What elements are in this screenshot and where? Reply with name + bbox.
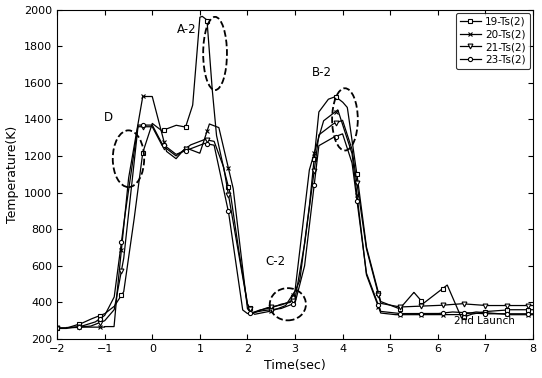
23-Ts(2) bbox=[257, 309, 263, 313]
23-Ts(2) bbox=[135, 123, 141, 127]
23-Ts(2) bbox=[469, 311, 476, 315]
19-Ts(2) bbox=[236, 254, 243, 259]
21-Ts(2) bbox=[530, 303, 536, 308]
Line: 21-Ts(2): 21-Ts(2) bbox=[55, 118, 535, 331]
23-Ts(2) bbox=[54, 326, 60, 331]
Text: D: D bbox=[104, 111, 113, 124]
Text: 2nd Launch: 2nd Launch bbox=[454, 316, 515, 326]
21-Ts(2) bbox=[257, 308, 263, 313]
19-Ts(2) bbox=[530, 307, 536, 312]
19-Ts(2) bbox=[257, 308, 263, 312]
21-Ts(2) bbox=[108, 311, 114, 315]
20-Ts(2) bbox=[54, 326, 60, 330]
Text: B-2: B-2 bbox=[312, 67, 332, 79]
20-Ts(2) bbox=[520, 312, 527, 317]
21-Ts(2) bbox=[469, 302, 476, 307]
21-Ts(2) bbox=[236, 257, 243, 261]
21-Ts(2) bbox=[520, 303, 527, 308]
23-Ts(2) bbox=[530, 311, 536, 316]
20-Ts(2) bbox=[257, 311, 263, 316]
Text: A-2: A-2 bbox=[177, 23, 197, 36]
Text: C-2: C-2 bbox=[265, 255, 285, 268]
20-Ts(2) bbox=[137, 112, 143, 117]
23-Ts(2) bbox=[236, 287, 243, 292]
Line: 19-Ts(2): 19-Ts(2) bbox=[55, 14, 535, 330]
19-Ts(2) bbox=[520, 307, 527, 312]
21-Ts(2) bbox=[137, 124, 143, 129]
19-Ts(2) bbox=[54, 326, 60, 330]
20-Ts(2) bbox=[108, 324, 114, 329]
21-Ts(2) bbox=[339, 118, 346, 122]
Line: 20-Ts(2): 20-Ts(2) bbox=[55, 94, 535, 330]
20-Ts(2) bbox=[530, 312, 536, 317]
X-axis label: Time(sec): Time(sec) bbox=[264, 359, 326, 372]
Legend: 19-Ts(2), 20-Ts(2), 21-Ts(2), 23-Ts(2): 19-Ts(2), 20-Ts(2), 21-Ts(2), 23-Ts(2) bbox=[456, 13, 530, 69]
23-Ts(2) bbox=[108, 300, 114, 305]
Y-axis label: Temperature(K): Temperature(K) bbox=[5, 125, 18, 223]
19-Ts(2) bbox=[108, 306, 114, 311]
23-Ts(2) bbox=[137, 123, 143, 127]
21-Ts(2) bbox=[54, 326, 60, 331]
19-Ts(2) bbox=[137, 175, 143, 179]
19-Ts(2) bbox=[199, 14, 205, 19]
19-Ts(2) bbox=[469, 312, 476, 316]
23-Ts(2) bbox=[520, 311, 527, 316]
20-Ts(2) bbox=[469, 310, 476, 315]
20-Ts(2) bbox=[236, 241, 243, 246]
20-Ts(2) bbox=[139, 94, 146, 99]
Line: 23-Ts(2): 23-Ts(2) bbox=[55, 123, 535, 330]
